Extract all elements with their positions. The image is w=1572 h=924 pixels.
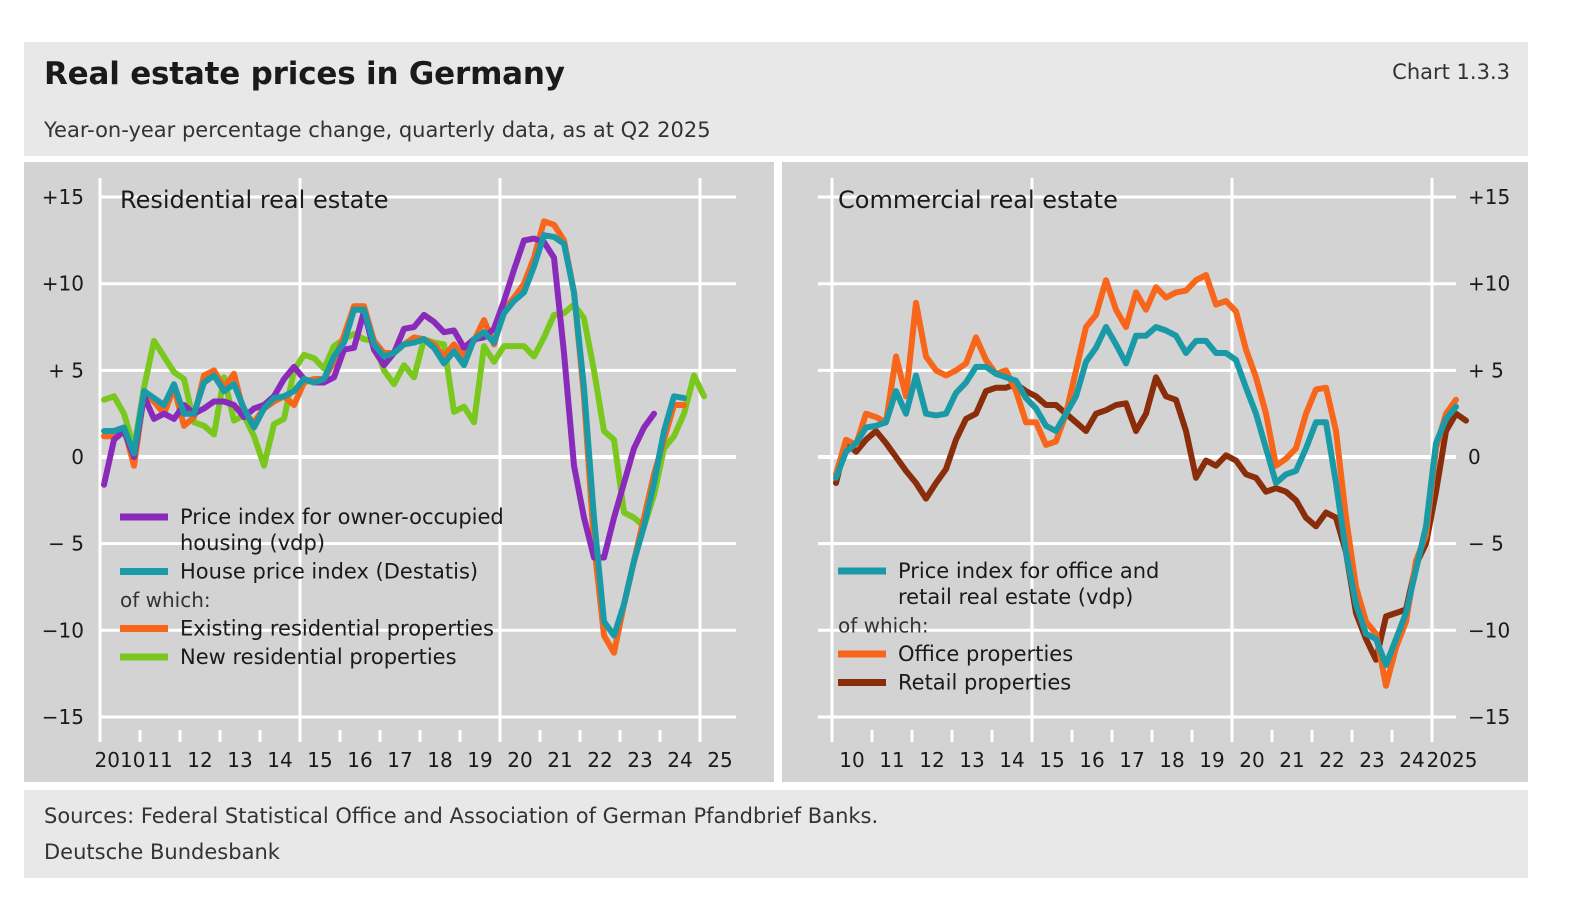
x-tick-label: 20	[507, 748, 532, 772]
x-tick-label: 2010	[95, 748, 146, 772]
y-tick-label: −15	[1468, 705, 1510, 729]
x-tick-label: 25	[707, 748, 732, 772]
y-tick-label: − 5	[48, 532, 84, 556]
x-tick-label: 16	[1079, 748, 1104, 772]
x-tick-label: 20	[1239, 748, 1264, 772]
x-tick-label: 18	[1159, 748, 1184, 772]
legend-label: House price index (Destatis)	[180, 560, 478, 584]
x-tick-label: 15	[1039, 748, 1064, 772]
legend-label: New residential properties	[180, 645, 457, 669]
chart-frame: Real estate prices in Germany Chart 1.3.…	[24, 42, 1528, 878]
y-tick-label: −15	[42, 705, 84, 729]
legend-label: Price index for office and	[898, 559, 1159, 583]
chart-title: Real estate prices in Germany	[44, 56, 565, 92]
x-tick-label: 22	[1319, 748, 1344, 772]
chart-subtitle: Year-on-year percentage change, quarterl…	[44, 118, 711, 142]
plot-background	[24, 162, 774, 782]
x-tick-label: 11	[147, 748, 172, 772]
x-tick-label: 14	[267, 748, 292, 772]
legend-label: retail real estate (vdp)	[898, 585, 1133, 609]
y-tick-label: − 5	[1468, 532, 1504, 556]
y-tick-label: +10	[42, 272, 84, 296]
x-tick-label: 21	[1279, 748, 1304, 772]
x-tick-label: 17	[387, 748, 412, 772]
plot-background	[782, 162, 1528, 782]
y-tick-label: −10	[1468, 618, 1510, 642]
footer-band: Sources: Federal Statistical Office and …	[24, 790, 1528, 878]
x-tick-label: 19	[1199, 748, 1224, 772]
x-tick-label: 14	[999, 748, 1024, 772]
y-tick-label: +15	[1468, 185, 1510, 209]
x-tick-label: 18	[427, 748, 452, 772]
legend-label: Retail properties	[898, 671, 1071, 695]
y-tick-label: −10	[42, 618, 84, 642]
x-tick-label: 17	[1119, 748, 1144, 772]
y-tick-label: +10	[1468, 272, 1510, 296]
chart-panel-residential: +15 +10 + 5 0 − 5 −10 −15 2010 11 12 13 14 15 16 17 18 1…	[24, 162, 774, 782]
x-tick-label: 24	[1399, 748, 1424, 772]
chart-panel-commercial: +15 +10 + 5 0 − 5 −10 −15 10 11 12 13 14 15 16 17 18 19 2…	[782, 162, 1528, 782]
chart-number: Chart 1.3.3	[1392, 60, 1510, 84]
x-tick-label: 24	[667, 748, 692, 772]
legend-note: of which:	[120, 588, 211, 612]
x-tick-label: 12	[187, 748, 212, 772]
legend-label: housing (vdp)	[180, 531, 325, 555]
series-line	[833, 272, 1459, 689]
x-tick-label: 15	[307, 748, 332, 772]
x-tick-label: 19	[467, 748, 492, 772]
y-tick-label: 0	[1468, 445, 1481, 469]
x-tick-label: 2025	[1427, 748, 1478, 772]
y-tick-label: 0	[71, 445, 84, 469]
legend-note: of which:	[838, 614, 929, 638]
y-tick-label: + 5	[1468, 358, 1504, 382]
y-tick-label: +15	[42, 185, 84, 209]
legend-label: Office properties	[898, 642, 1073, 666]
sources-note: Sources: Federal Statistical Office and …	[44, 804, 879, 828]
legend-label: Price index for owner-occupied	[180, 505, 504, 529]
publisher-name: Deutsche Bundesbank	[44, 840, 280, 864]
x-tick-label: 12	[919, 748, 944, 772]
x-tick-label: 23	[627, 748, 652, 772]
x-tick-label: 16	[347, 748, 372, 772]
x-tick-label: 23	[1359, 748, 1384, 772]
x-tick-label: 13	[227, 748, 252, 772]
legend-label: Existing residential properties	[180, 617, 494, 641]
panel-title: Residential real estate	[120, 186, 389, 214]
series-line	[833, 324, 1459, 668]
x-tick-label: 22	[587, 748, 612, 772]
series-line	[101, 232, 687, 639]
panel-title: Commercial real estate	[838, 186, 1118, 214]
x-tick-label: 11	[879, 748, 904, 772]
x-tick-label: 13	[959, 748, 984, 772]
x-tick-label: 21	[547, 748, 572, 772]
x-tick-label: 10	[839, 748, 864, 772]
y-tick-label: + 5	[48, 358, 84, 382]
series-line	[101, 301, 707, 530]
header-band: Real estate prices in Germany Chart 1.3.…	[24, 42, 1528, 156]
